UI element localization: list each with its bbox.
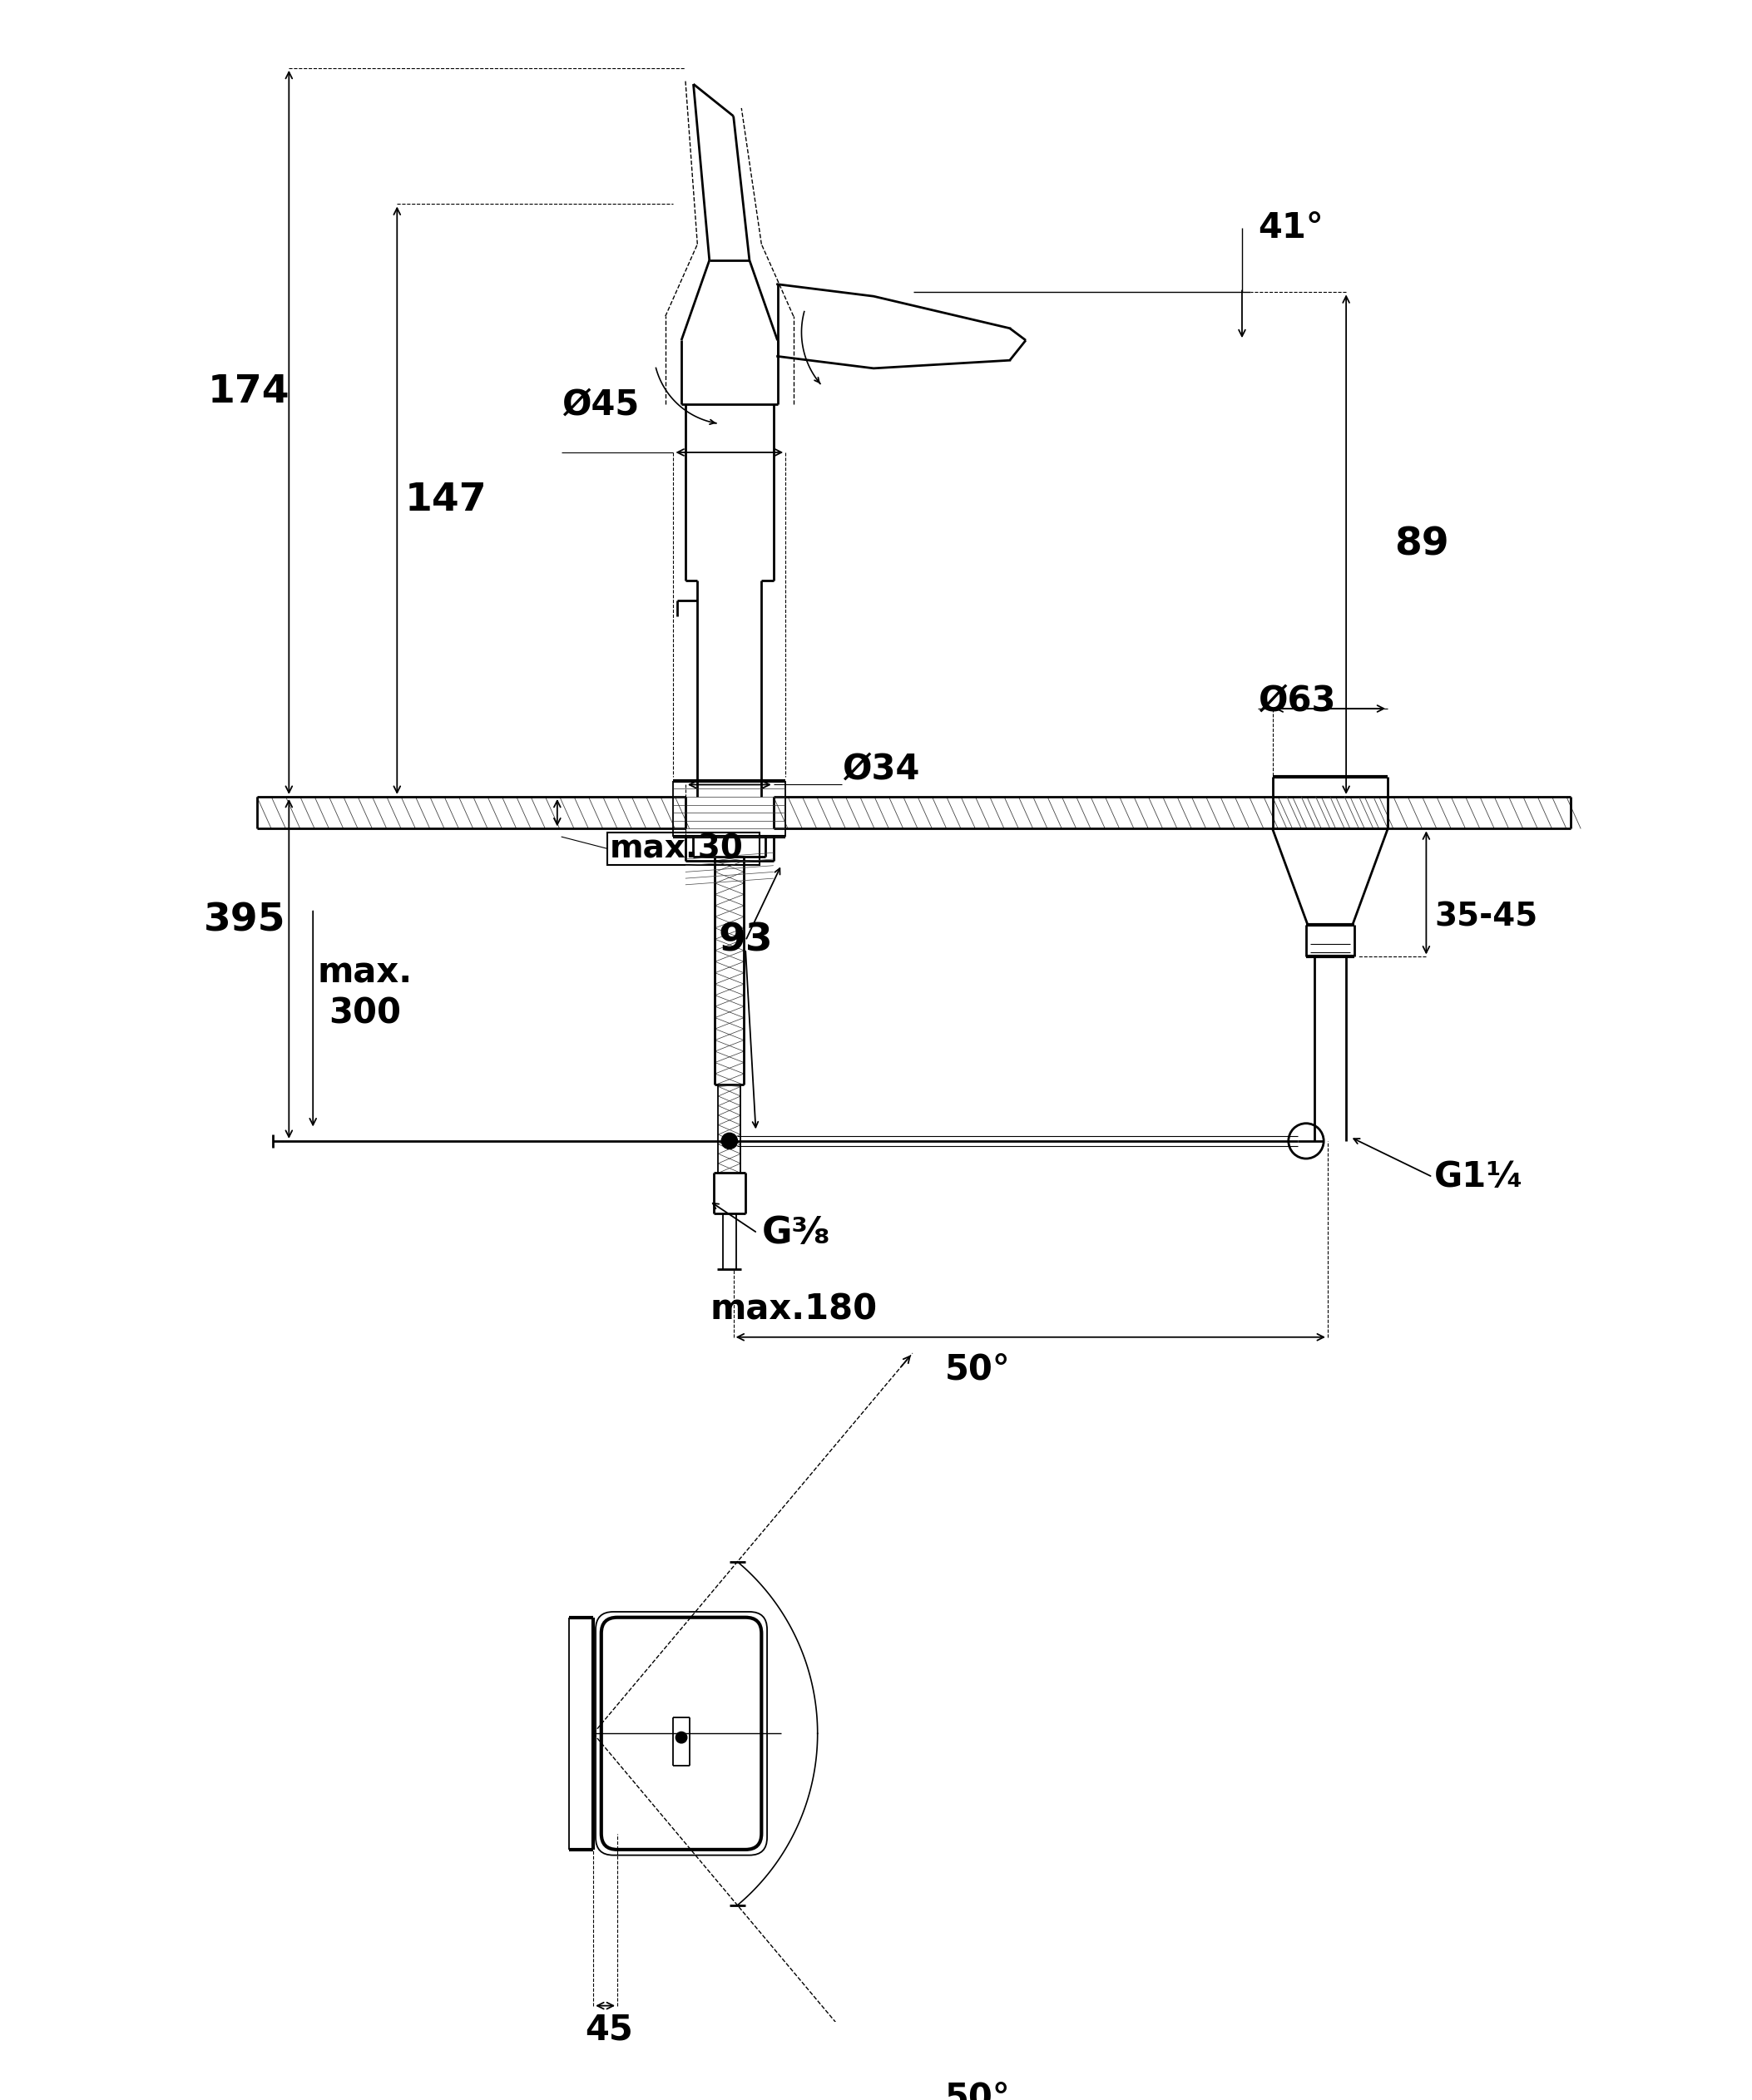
Text: Ø34: Ø34: [841, 752, 920, 785]
Circle shape: [722, 1134, 738, 1149]
Text: max.180: max.180: [710, 1292, 878, 1327]
Text: 174: 174: [208, 374, 289, 412]
Text: 395: 395: [203, 903, 286, 939]
Text: 50°: 50°: [944, 2081, 1009, 2100]
Text: 50°: 50°: [944, 1352, 1009, 1386]
Text: 147: 147: [405, 481, 487, 519]
Text: Ø45: Ø45: [561, 386, 639, 422]
Text: G1¹⁄₄: G1¹⁄₄: [1435, 1159, 1522, 1195]
Text: 89: 89: [1395, 525, 1449, 563]
Text: G³⁄₈: G³⁄₈: [762, 1216, 830, 1252]
Text: 35-45: 35-45: [1435, 901, 1538, 932]
Circle shape: [676, 1732, 687, 1743]
Text: max.30: max.30: [610, 834, 743, 865]
Text: 45: 45: [585, 2012, 632, 2048]
Text: 93: 93: [718, 922, 773, 960]
Text: max.
300: max. 300: [317, 956, 412, 1031]
Text: 41°: 41°: [1258, 210, 1323, 246]
Text: Ø63: Ø63: [1258, 682, 1335, 718]
